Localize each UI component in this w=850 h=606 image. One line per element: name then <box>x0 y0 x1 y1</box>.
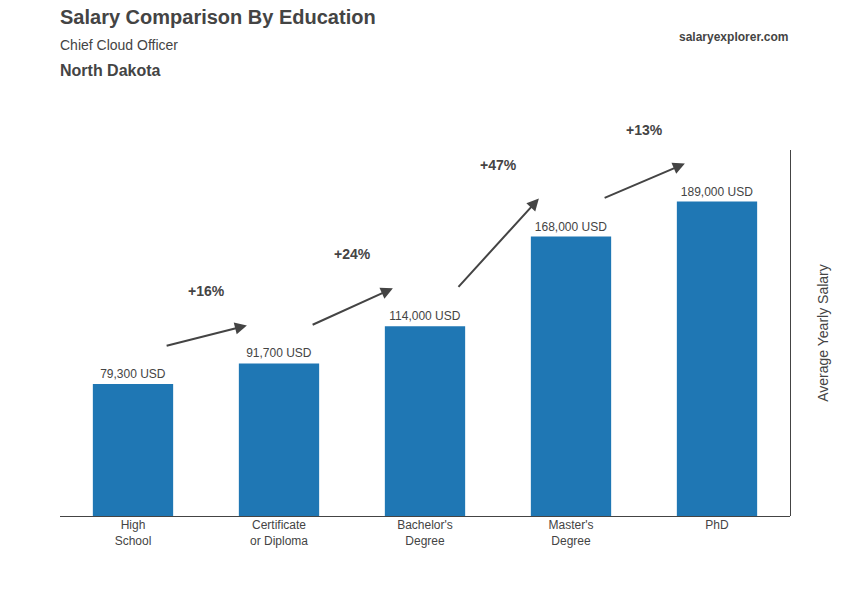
svg-text:+16%: +16% <box>188 283 225 299</box>
svg-text:189,000 USD: 189,000 USD <box>681 185 753 199</box>
svg-text:79,300 USD: 79,300 USD <box>100 367 166 381</box>
svg-text:Certificateor Diploma: Certificateor Diploma <box>250 518 308 548</box>
svg-text:Average Yearly Salary: Average Yearly Salary <box>815 264 831 402</box>
svg-text:Bachelor'sDegree: Bachelor'sDegree <box>397 518 453 548</box>
svg-text:+13%: +13% <box>626 122 663 138</box>
svg-text:HighSchool: HighSchool <box>115 518 152 548</box>
svg-text:salaryexplorer.com: salaryexplorer.com <box>679 30 788 44</box>
svg-text:114,000 USD: 114,000 USD <box>389 309 460 323</box>
svg-text:91,700 USD: 91,700 USD <box>246 346 312 360</box>
svg-text:Salary Comparison By Education: Salary Comparison By EducationChief Clou… <box>60 6 376 79</box>
svg-text:168,000 USD: 168,000 USD <box>535 220 607 234</box>
svg-text:+47%: +47% <box>480 157 517 173</box>
svg-text:+24%: +24% <box>334 246 371 262</box>
svg-text:PhD: PhD <box>705 518 729 532</box>
svg-text:Master'sDegree: Master'sDegree <box>549 518 594 548</box>
